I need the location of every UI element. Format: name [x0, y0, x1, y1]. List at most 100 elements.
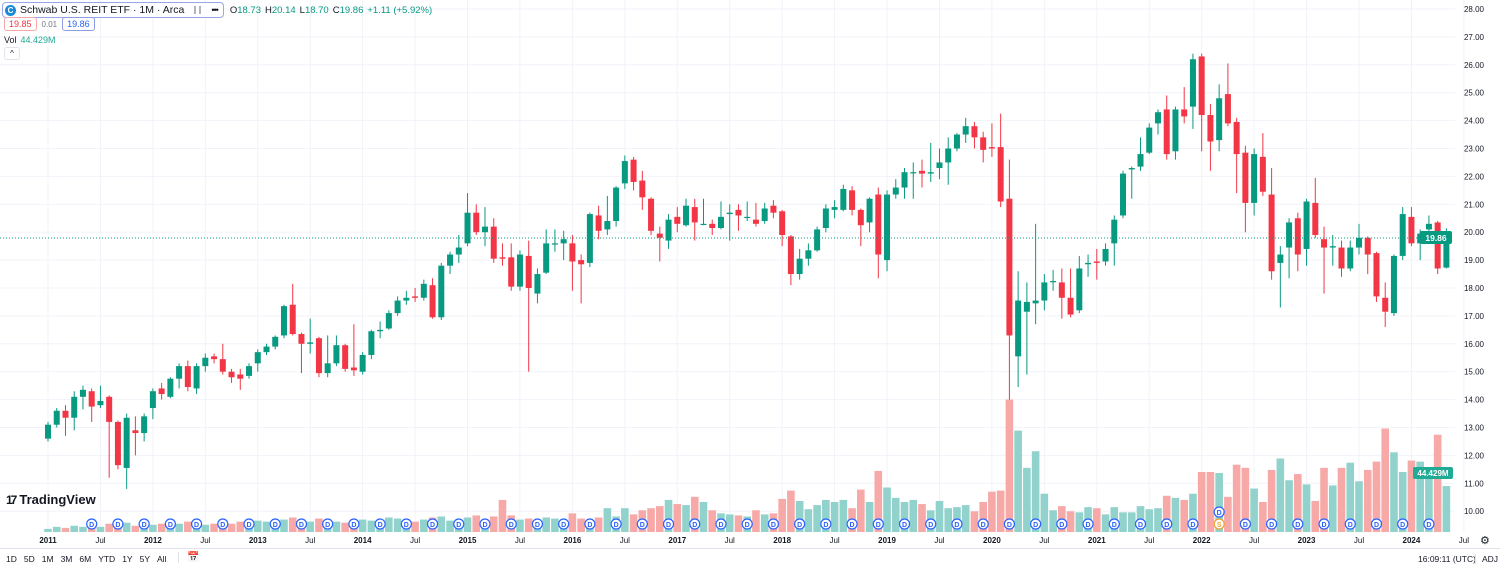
price-tick-label: 23.00 — [1464, 145, 1485, 154]
dividend-marker-circle — [505, 518, 517, 530]
time-tick-label: Jul — [829, 536, 839, 545]
dividend-marker-circle — [1344, 518, 1356, 530]
time-tick-label: Jul — [725, 536, 735, 545]
pause-icon[interactable] — [194, 6, 202, 14]
candle-body — [962, 126, 969, 135]
volume-bar — [1206, 471, 1215, 532]
dividend-marker-circle — [1030, 518, 1042, 530]
volume-bar — [253, 520, 262, 532]
volume-bar — [288, 517, 297, 532]
more-icon[interactable]: ••• — [211, 5, 219, 15]
candle-body — [910, 172, 917, 174]
price-tick-label: 15.00 — [1464, 368, 1485, 377]
time-tick-label: Jul — [1354, 536, 1364, 545]
volume-bar — [839, 499, 848, 532]
candle-body — [1382, 297, 1389, 312]
candle-body — [167, 378, 174, 397]
dividend-marker-label: D — [666, 522, 671, 529]
candle-body — [796, 258, 803, 275]
volume-bar — [725, 514, 734, 532]
dividend-marker-label: D — [587, 522, 592, 529]
collapse-legend-button[interactable]: ^ — [4, 47, 20, 60]
volume-bar — [516, 519, 524, 532]
price-tick-label: 10.00 — [1464, 507, 1485, 516]
range-6m[interactable]: 6M — [79, 554, 92, 564]
candle-body — [490, 226, 497, 259]
dividend-marker-label: D — [456, 522, 461, 529]
range-ytd[interactable]: YTD — [98, 554, 116, 564]
dividend-marker-label: D — [614, 522, 619, 529]
dividend-marker-circle — [453, 518, 465, 530]
candle-body — [1181, 109, 1188, 117]
clock-timezone[interactable]: 16:09:11 (UTC) — [1418, 554, 1476, 564]
range-1y[interactable]: 1Y — [122, 554, 133, 564]
settings-gear-icon[interactable]: ⚙ — [1480, 535, 1490, 547]
candle-body — [761, 208, 768, 222]
volume-bar — [463, 517, 472, 532]
candle-body — [726, 212, 733, 215]
dividend-marker-circle — [1370, 518, 1383, 530]
volume-bar — [87, 527, 96, 532]
volume-bar — [1267, 469, 1276, 532]
volume-label: Vol — [4, 35, 17, 45]
volume-bar — [883, 487, 891, 532]
candle-body — [1251, 154, 1258, 203]
candle-body — [1120, 173, 1127, 216]
volume-bar — [1285, 480, 1293, 532]
volume-bar — [1346, 462, 1355, 532]
dividend-marker-label: D — [430, 522, 435, 529]
price-tick-label: 27.00 — [1464, 33, 1485, 42]
time-tick-label: 2019 — [878, 536, 896, 545]
price-axis[interactable]: 28.00 27.00 26.00 25.00 24.00 23.00 22.00 21.00… — [1464, 5, 1485, 516]
volume-bar — [621, 508, 629, 532]
candle-body — [429, 285, 436, 318]
range-all[interactable]: All — [157, 554, 167, 564]
symbol-button[interactable]: C Schwab U.S. REIT ETF · 1M · Arca ••• — [2, 2, 224, 18]
range-5y[interactable]: 5Y — [139, 554, 150, 564]
tradingview-logo[interactable]: 17 TradingView — [6, 492, 96, 507]
range-5d[interactable]: 5D — [23, 554, 35, 564]
volume-bar — [822, 499, 830, 532]
dividend-marker-circle — [1213, 506, 1225, 518]
volume-bar — [61, 527, 70, 532]
dividend-marker-circle — [636, 518, 648, 530]
volume-bar — [1119, 512, 1127, 532]
dividend-marker-label: D — [299, 522, 304, 529]
range-1d[interactable]: 1D — [6, 554, 17, 564]
range-1m[interactable]: 1M — [41, 554, 54, 564]
adjust-dividends-toggle[interactable]: ADJ — [1475, 554, 1498, 564]
dividend-marker-circle — [1003, 518, 1016, 530]
volume-bar — [647, 508, 655, 532]
spread-value: 0.01 — [41, 19, 58, 29]
dividend-marker-label: D — [1164, 522, 1169, 529]
time-axis[interactable]: 2011 Jul 2012 Jul 2013 Jul 2014 Jul 2015 Jul 2016 J… — [39, 536, 1469, 545]
dividend-marker-circle — [1423, 518, 1435, 530]
volume-bar — [664, 499, 673, 532]
volume-bar — [1328, 485, 1337, 532]
candle-body — [368, 331, 375, 355]
candle-body — [744, 216, 751, 219]
price-tick-label: 25.00 — [1464, 89, 1485, 98]
candle-body — [945, 148, 952, 163]
candle-body — [814, 229, 821, 251]
date-range-calendar-icon[interactable]: 📅 — [178, 552, 199, 563]
sell-price-button[interactable]: 19.85 — [4, 17, 37, 31]
candle-body — [1224, 94, 1231, 124]
dividend-marker-label: D — [692, 522, 697, 529]
volume-bar — [157, 523, 166, 532]
buy-price-button[interactable]: 19.86 — [62, 17, 95, 31]
low-value: 18.70 — [304, 4, 329, 16]
dividend-marker-circle — [558, 518, 570, 530]
volume-bar — [306, 521, 314, 532]
candle-body — [88, 391, 95, 407]
range-3m[interactable]: 3M — [60, 554, 73, 564]
time-tick-label: 2023 — [1298, 536, 1316, 545]
volume-bar — [690, 496, 699, 532]
dividend-marker-circle — [479, 518, 491, 530]
candle-body — [1076, 268, 1083, 311]
candle-body — [1015, 300, 1022, 357]
grid — [0, 0, 1465, 532]
volume-bar — [1276, 458, 1285, 532]
dividend-marker-label: D — [797, 522, 802, 529]
